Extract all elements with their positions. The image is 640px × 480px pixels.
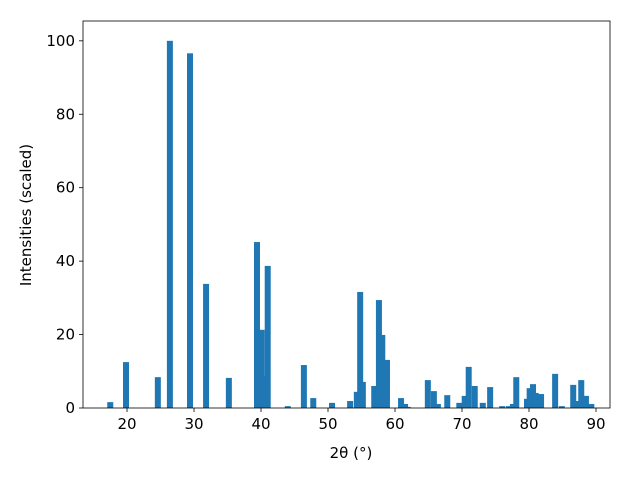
bar — [383, 359, 390, 408]
bar — [499, 406, 506, 408]
bar — [434, 403, 441, 408]
bar — [461, 395, 468, 408]
bar — [538, 394, 545, 408]
bar — [505, 406, 512, 408]
x-axis-label: 2θ (°) — [330, 444, 373, 462]
bar — [166, 40, 173, 408]
bar — [284, 406, 291, 408]
bar — [154, 377, 161, 408]
bar — [588, 403, 595, 408]
bar — [513, 377, 520, 408]
bar — [107, 402, 114, 408]
y-tick-label: 60 — [56, 179, 75, 197]
x-tick-label: 90 — [586, 415, 605, 433]
bar — [430, 391, 437, 408]
y-tick-label: 0 — [65, 399, 75, 417]
x-tick-label: 40 — [251, 415, 270, 433]
bar — [371, 385, 378, 408]
plot-frame — [82, 20, 611, 409]
bar — [479, 402, 486, 408]
bar — [471, 385, 478, 408]
bar — [357, 291, 364, 408]
bar — [353, 391, 360, 408]
y-tick-label: 100 — [46, 32, 75, 50]
bar — [300, 365, 307, 408]
bar — [574, 401, 581, 408]
bar — [359, 381, 366, 408]
bar — [582, 395, 589, 408]
bar — [444, 395, 451, 408]
x-tick-label: 80 — [519, 415, 538, 433]
x-tick-label: 30 — [184, 415, 203, 433]
bar — [123, 362, 130, 408]
bar — [379, 334, 386, 408]
bar — [398, 398, 405, 408]
bar — [532, 392, 539, 408]
bar — [558, 406, 565, 408]
bar — [310, 398, 317, 408]
bar — [264, 265, 271, 408]
bar — [509, 403, 516, 408]
y-axis-label: Intensities (scaled) — [17, 144, 35, 286]
bar — [424, 380, 431, 408]
bar — [186, 53, 193, 409]
bar — [203, 283, 210, 408]
bar — [225, 377, 232, 408]
bar — [329, 402, 336, 408]
y-tick-label: 20 — [56, 326, 75, 344]
bar — [552, 373, 559, 408]
bar — [456, 402, 463, 408]
bar — [258, 329, 265, 408]
bar — [465, 366, 472, 408]
bar — [347, 401, 354, 408]
bar — [570, 384, 577, 408]
bar — [487, 387, 494, 408]
bar — [375, 300, 382, 408]
x-tick-label: 50 — [318, 415, 337, 433]
bar — [526, 388, 533, 408]
x-tick-label: 70 — [452, 415, 471, 433]
y-tick-label: 80 — [56, 105, 75, 123]
bar — [578, 380, 585, 408]
y-tick-label: 40 — [56, 252, 75, 270]
bar — [253, 242, 260, 408]
x-tick-label: 60 — [385, 415, 404, 433]
bar — [404, 406, 411, 408]
x-tick-label: 20 — [117, 415, 136, 433]
bar — [402, 403, 409, 408]
